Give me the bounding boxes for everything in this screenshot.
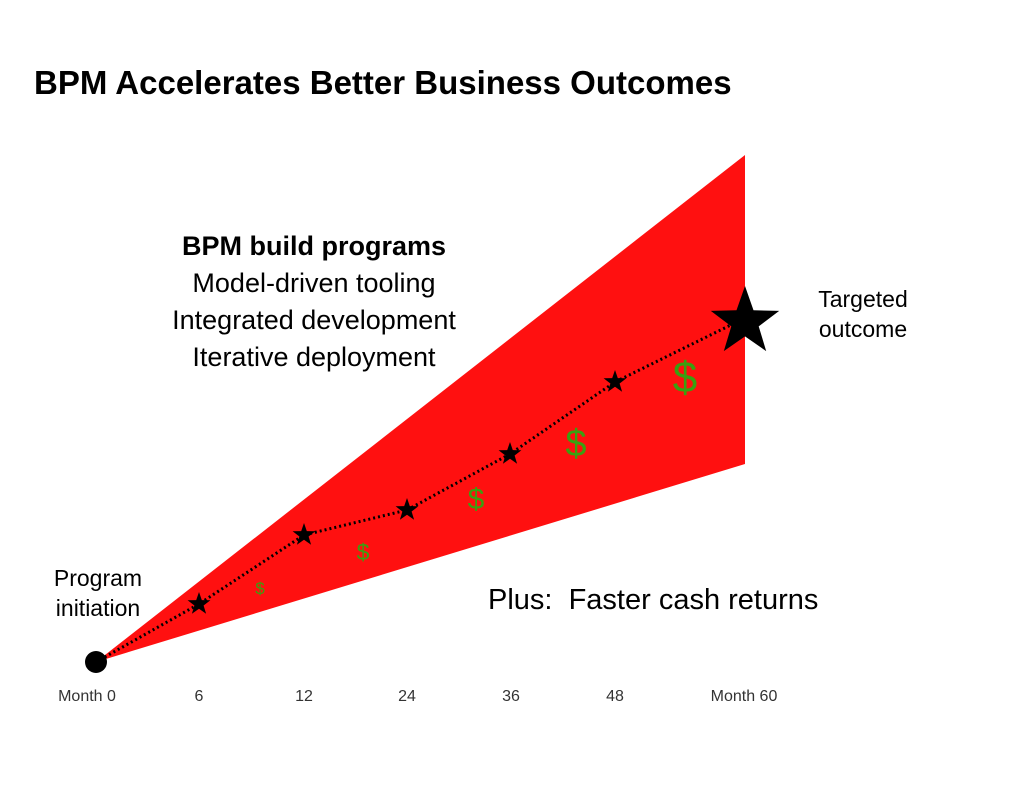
program-initiation-line-1: Program (53, 565, 143, 591)
targeted-outcome-line-1: Targeted (818, 286, 908, 312)
targeted-outcome-label: Targeted outcome (800, 284, 926, 344)
milestone-star-36 (498, 442, 522, 464)
tick-6: 6 (194, 688, 204, 705)
tick-36: 36 (502, 688, 520, 705)
dollar-sign-4: $ (565, 423, 586, 465)
bpm-programs-text: BPM build programs Model-driven tooling … (128, 228, 500, 376)
program-initiation-line-2: initiation (55, 595, 141, 621)
milestone-star-12 (292, 523, 316, 545)
dollar-sign-2: $ (357, 539, 370, 565)
milestone-star-6 (187, 592, 211, 614)
tick-48: 48 (606, 688, 624, 705)
page-title: BPM Accelerates Better Business Outcomes (34, 64, 732, 101)
tick-month-0: Month 0 (58, 688, 116, 705)
dollar-sign-5: $ (673, 353, 697, 402)
plus-faster-cash-text: Plus: Faster cash returns (488, 584, 819, 616)
programs-line-1: Model-driven tooling (192, 268, 436, 298)
milestone-star-24 (395, 498, 419, 520)
targeted-outcome-line-2: outcome (818, 316, 908, 342)
tick-12: 12 (295, 688, 313, 705)
tick-month-60: Month 60 (710, 688, 778, 705)
programs-heading: BPM build programs (181, 231, 446, 261)
programs-line-2: Integrated development (172, 305, 456, 335)
dollar-sign-3: $ (468, 483, 485, 516)
milestone-star-48 (603, 370, 627, 392)
dollar-sign-1: $ (255, 579, 265, 598)
programs-line-3: Iterative deployment (192, 342, 436, 372)
tick-24: 24 (398, 688, 416, 705)
program-initiation-label: Program initiation (38, 563, 158, 623)
start-dot (85, 651, 107, 673)
growth-cone (96, 155, 745, 662)
targeted-outcome-star (710, 286, 780, 352)
